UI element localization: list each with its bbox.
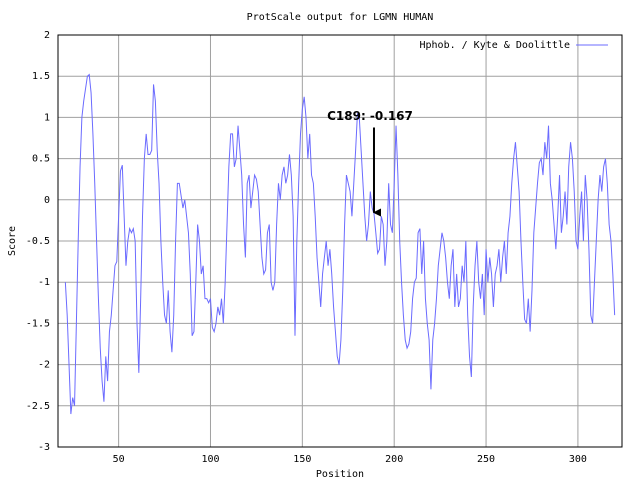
x-tick-label: 50 xyxy=(113,454,125,465)
x-tick-label: 150 xyxy=(293,454,311,465)
y-tick-label: -1.5 xyxy=(26,318,50,329)
y-tick-label: 0.5 xyxy=(32,154,50,165)
x-axis-label: Position xyxy=(316,469,364,480)
chart-title: ProtScale output for LGMN HUMAN xyxy=(247,12,434,23)
y-tick-label: 1.5 xyxy=(32,71,50,82)
legend-label: Hphob. / Kyte & Doolittle xyxy=(419,40,570,51)
data-line xyxy=(64,73,616,415)
y-tick-label: -0.5 xyxy=(26,236,50,247)
x-tick-label: 100 xyxy=(201,454,219,465)
x-tick-label: 250 xyxy=(477,454,495,465)
y-tick-label: -2.5 xyxy=(26,401,50,412)
y-tick-label: 0 xyxy=(44,195,50,206)
y-tick-label: 2 xyxy=(44,30,50,41)
y-tick-label: 1 xyxy=(44,112,50,123)
x-tick-label: 200 xyxy=(385,454,403,465)
y-tick-label: -1 xyxy=(38,277,50,288)
y-axis-label: Score xyxy=(7,226,18,256)
y-tick-label: -3 xyxy=(38,442,50,453)
annotation-text: C189: -0.167 xyxy=(327,109,413,123)
y-tick-label: -2 xyxy=(38,360,50,371)
x-tick-label: 300 xyxy=(569,454,587,465)
plot-frame xyxy=(57,34,623,448)
